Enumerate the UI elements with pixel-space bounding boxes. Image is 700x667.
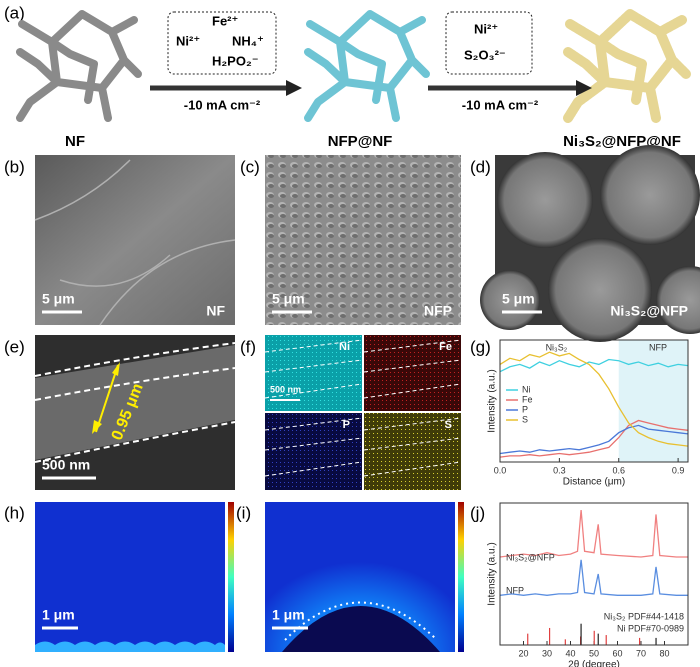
image-label: NFP [424, 303, 452, 319]
x-tick-label: 70 [636, 648, 646, 658]
sem-image [35, 155, 235, 325]
panel-label: (d) [470, 157, 491, 176]
image-label: Ni₃S₂@NFP [610, 303, 688, 319]
scale-label: 5 μm [502, 291, 535, 307]
data-line [499, 351, 689, 447]
element-label: S [445, 419, 452, 431]
panel-label: (g) [470, 337, 491, 356]
data-line [499, 358, 689, 373]
x-tick-label: 0.3 [553, 465, 566, 475]
arrow-head [112, 362, 120, 376]
element-label: P [343, 419, 350, 431]
x-tick-label: 50 [589, 648, 599, 658]
microspheres [480, 145, 700, 342]
reagent: Ni²⁺ [474, 21, 498, 36]
x-tick-label: 0.9 [672, 465, 685, 475]
sphere [282, 606, 440, 652]
panel-label: (i) [236, 503, 251, 522]
panel-label: (e) [4, 337, 25, 356]
panel-label: (j) [470, 503, 485, 522]
panel-label: (c) [240, 157, 260, 176]
x-tick-label: 40 [565, 648, 575, 658]
current: -10 mA cm⁻² [462, 97, 539, 112]
panel-label: (h) [4, 503, 25, 522]
legend-label: Ni [522, 384, 531, 394]
x-tick-label: 0.0 [494, 465, 507, 475]
x-tick-label: 80 [659, 648, 669, 658]
x-tick-label: 30 [542, 648, 552, 658]
eds-map [265, 335, 362, 411]
region [618, 340, 688, 462]
colorbar [228, 502, 234, 652]
x-axis-label: 2θ (degree) [568, 660, 620, 667]
scale-label: 1 μm [272, 607, 305, 623]
x-axis-label: Distance (μm) [563, 477, 625, 488]
annotation: Ni₃S₂ [546, 342, 568, 352]
panel-label: (f) [240, 337, 256, 356]
data-line [499, 559, 688, 596]
data-line [499, 510, 688, 558]
y-axis-label: Intensity (a.u.) [487, 369, 498, 432]
reagent-box [167, 11, 277, 75]
data-line [499, 419, 689, 458]
scale-label: 500 nm [270, 384, 301, 394]
series-label: Ni₃S₂ PDF#44-1418 [604, 611, 684, 621]
scale-label: 5 μm [42, 291, 75, 307]
scale-label: 1 μm [42, 607, 75, 623]
series-label: NFP [506, 585, 524, 595]
reagent: H₂PO₂⁻ [212, 53, 259, 68]
legend-label: Fe [522, 394, 533, 404]
eds-map [364, 335, 461, 411]
panel-label: (a) [4, 3, 25, 22]
y-axis-label: Intensity (a.u.) [487, 542, 498, 605]
nf-structure [20, 14, 138, 118]
scale-label: 5 μm [272, 291, 305, 307]
plot-frame [499, 339, 689, 463]
arrow-head [286, 80, 302, 96]
ni3s2-structure [568, 14, 686, 118]
reagent: S₂O₃²⁻ [464, 47, 506, 62]
reagent: NH₄⁺ [232, 33, 264, 48]
panel-label: (b) [4, 157, 25, 176]
scale-label: 500 nm [42, 457, 90, 473]
legend-label: S [522, 414, 528, 424]
series-label: Ni₃S₂@NFP [506, 552, 555, 562]
boundary-line [264, 339, 462, 477]
series-label: Ni PDF#70-0989 [617, 623, 684, 633]
arrow-head [576, 80, 592, 96]
data-line [499, 424, 689, 455]
x-tick-label: 0.6 [612, 465, 625, 475]
reagent: Ni²⁺ [176, 33, 200, 48]
current: -10 mA cm⁻² [184, 97, 261, 112]
grain-boundary [34, 159, 236, 326]
plot-frame [499, 502, 689, 646]
eds-map [265, 413, 362, 490]
element-label: Fe [439, 341, 452, 353]
sem-image [265, 155, 461, 325]
legend-label: P [522, 404, 528, 414]
boundary-line [34, 342, 236, 463]
eds-map [364, 413, 461, 490]
x-tick-label: 20 [518, 648, 528, 658]
material-label: NFP@NF [328, 133, 393, 150]
nfp-structure [308, 14, 426, 118]
annotation: NFP [649, 342, 667, 352]
arrow-head [92, 420, 102, 434]
element-label: Ni [339, 341, 350, 353]
image-label: NF [206, 303, 225, 319]
nanowire [35, 345, 235, 460]
colorbar [458, 502, 464, 652]
surface [35, 641, 225, 652]
x-tick-label: 60 [612, 648, 622, 658]
thickness-arrow [95, 364, 119, 433]
material-label: NF [65, 133, 85, 150]
reagent: Fe²⁺ [212, 13, 238, 28]
reagent-box [445, 11, 533, 75]
